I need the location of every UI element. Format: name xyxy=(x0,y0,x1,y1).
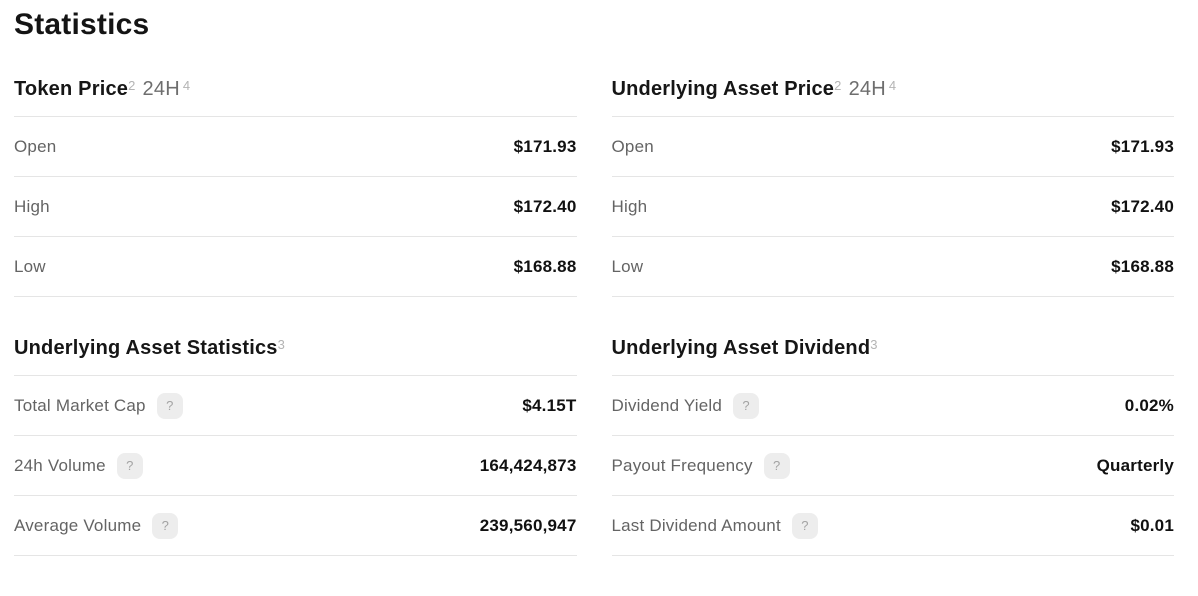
stat-label: Payout Frequency xyxy=(611,455,753,475)
stat-label: High xyxy=(611,196,648,216)
statistics-page: Statistics Token Price2 24H 4 Open $171.93… xyxy=(14,8,1174,556)
stat-rows: Open $171.93 High $172.40 Low $168.88 xyxy=(611,116,1174,297)
stat-row-open: Open $171.93 xyxy=(14,117,577,177)
stat-value: 164,424,873 xyxy=(479,455,577,475)
section-title-text: Underlying Asset Price xyxy=(611,78,835,100)
help-icon[interactable]: ? xyxy=(152,512,179,539)
page-title: Statistics xyxy=(14,8,150,41)
stat-label: Last Dividend Amount xyxy=(611,515,781,535)
stat-value: $171.93 xyxy=(513,136,577,156)
stat-rows: Dividend Yield ? 0.02% Payout Frequency … xyxy=(611,375,1174,556)
stat-row-last-dividend-amount: Last Dividend Amount ? $0.01 xyxy=(611,496,1174,556)
stat-value: 239,560,947 xyxy=(479,515,577,535)
stat-label: Open xyxy=(611,136,654,156)
stat-value: $168.88 xyxy=(1111,256,1174,276)
stat-row-24h-volume: 24h Volume ? 164,424,873 xyxy=(14,436,577,496)
stat-row-high: High $172.40 xyxy=(611,177,1174,237)
help-icon[interactable]: ? xyxy=(763,452,790,479)
section-title-underlying-asset-dividend: Underlying Asset Dividend3 xyxy=(612,335,1175,361)
stat-value: $171.93 xyxy=(1111,136,1174,156)
stat-label: Open xyxy=(14,136,57,156)
footnote-superscript: 3 xyxy=(870,337,878,352)
help-icon[interactable]: ? xyxy=(791,512,818,539)
stat-row-payout-frequency: Payout Frequency ? Quarterly xyxy=(611,436,1174,496)
section-underlying-asset-price: Underlying Asset Price2 24H 4 Open $171.93… xyxy=(611,76,1175,297)
help-icon[interactable]: ? xyxy=(116,452,143,479)
stat-value: 0.02% xyxy=(1124,395,1174,415)
stat-label: Low xyxy=(14,256,46,276)
footnote-superscript: 4 xyxy=(182,78,191,93)
stat-row-dividend-yield: Dividend Yield ? 0.02% xyxy=(611,376,1174,436)
section-title-underlying-asset-price: Underlying Asset Price2 24H 4 xyxy=(612,76,1175,102)
stat-label: Total Market Cap xyxy=(14,395,146,415)
section-underlying-asset-statistics: Underlying Asset Statistics3 Total Marke… xyxy=(14,335,577,556)
stat-rows: Total Market Cap ? $4.15T 24h Volume ? 1… xyxy=(14,375,577,556)
section-title-text: Token Price xyxy=(14,78,129,100)
footnote-superscript: 2 xyxy=(834,78,842,93)
stat-label: High xyxy=(14,196,50,216)
stat-value: $4.15T xyxy=(522,395,577,415)
section-title-text: Underlying Asset Statistics xyxy=(14,337,278,359)
footnote-superscript: 2 xyxy=(128,78,136,93)
stat-rows: Open $171.93 High $172.40 Low $168.88 xyxy=(14,116,577,297)
stat-row-average-volume: Average Volume ? 239,560,947 xyxy=(14,496,577,556)
statistics-grid: Token Price2 24H 4 Open $171.93 High $172.… xyxy=(14,76,1174,556)
stat-label: Low xyxy=(611,256,644,276)
stat-row-low: Low $168.88 xyxy=(14,237,577,297)
section-subtitle: 24H xyxy=(848,78,886,100)
stat-value: $172.40 xyxy=(513,196,577,216)
stat-row-total-market-cap: Total Market Cap ? $4.15T xyxy=(14,376,577,436)
footnote-superscript: 4 xyxy=(888,78,897,93)
stat-label: Dividend Yield xyxy=(611,395,723,415)
stat-label: Average Volume xyxy=(14,515,142,535)
stat-row-high: High $172.40 xyxy=(14,177,577,237)
help-icon[interactable]: ? xyxy=(733,392,760,419)
footnote-superscript: 3 xyxy=(277,337,286,352)
stat-row-low: Low $168.88 xyxy=(611,237,1174,297)
section-subtitle: 24H xyxy=(142,78,180,100)
stat-value: Quarterly xyxy=(1096,455,1174,475)
stat-value: $172.40 xyxy=(1111,196,1174,216)
section-title-underlying-asset-statistics: Underlying Asset Statistics3 xyxy=(14,335,577,361)
stat-value: $0.01 xyxy=(1130,515,1174,535)
section-token-price: Token Price2 24H 4 Open $171.93 High $172.… xyxy=(14,76,577,297)
stat-row-open: Open $171.93 xyxy=(611,117,1174,177)
help-icon[interactable]: ? xyxy=(156,392,183,419)
stat-value: $168.88 xyxy=(513,256,577,276)
stat-label: 24h Volume xyxy=(14,455,106,475)
section-title-token-price: Token Price2 24H 4 xyxy=(14,76,577,102)
section-title-text: Underlying Asset Dividend xyxy=(611,337,871,359)
section-underlying-asset-dividend: Underlying Asset Dividend3 Dividend Yiel… xyxy=(611,335,1175,556)
